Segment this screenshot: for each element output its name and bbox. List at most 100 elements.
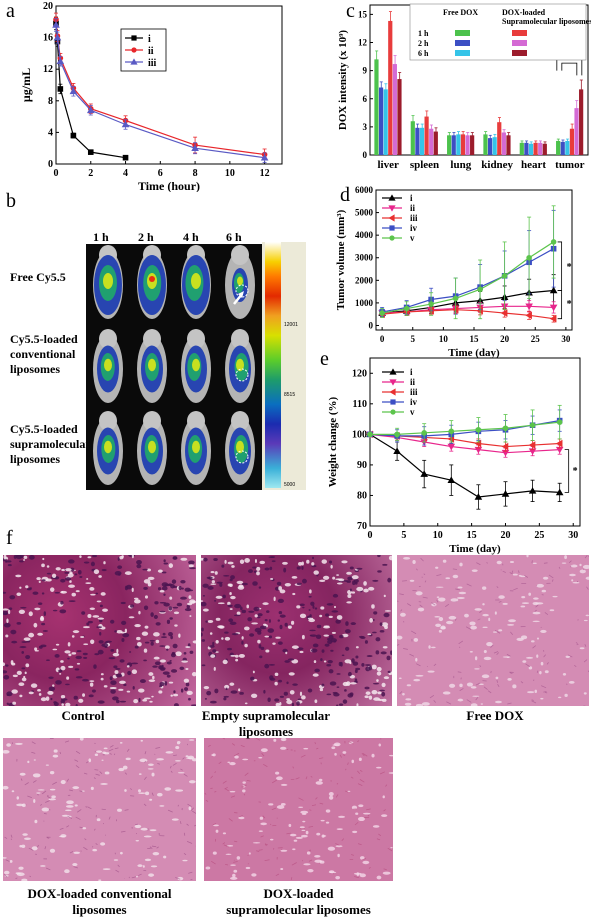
tissue-cell bbox=[231, 633, 239, 636]
tissue-cell bbox=[213, 666, 216, 671]
tissue-cell bbox=[225, 687, 228, 691]
tissue-cell bbox=[124, 571, 132, 575]
tissue-gap bbox=[359, 873, 366, 878]
tissue-cell bbox=[38, 693, 42, 696]
tissue-cell bbox=[170, 584, 175, 589]
tissue-cell bbox=[143, 697, 151, 700]
tissue-gap bbox=[352, 830, 358, 834]
tissue-cell bbox=[52, 684, 55, 687]
tissue-gap bbox=[280, 803, 286, 806]
tissue-cell bbox=[344, 629, 351, 634]
tissue-gap bbox=[381, 814, 388, 818]
tissue-cell bbox=[19, 694, 23, 698]
tissue-cell bbox=[269, 677, 276, 681]
tissue-cell bbox=[91, 689, 96, 693]
tissue-cell bbox=[97, 649, 104, 655]
tissue-gap bbox=[512, 684, 517, 689]
tissue-cell bbox=[154, 661, 161, 666]
tissue-gap bbox=[124, 789, 127, 792]
tissue-cell bbox=[306, 559, 310, 564]
tissue-gap bbox=[356, 872, 360, 877]
tissue-cell bbox=[250, 693, 258, 698]
tissue-cell bbox=[346, 601, 352, 604]
x-tick-label: 0 bbox=[380, 334, 385, 344]
y-tick-label: 20 bbox=[43, 1, 53, 12]
tissue-gap bbox=[205, 866, 211, 870]
tissue-cell bbox=[221, 637, 224, 640]
tissue-cell bbox=[159, 610, 166, 613]
tissue-cell bbox=[143, 579, 151, 584]
tissue-cell bbox=[174, 624, 178, 627]
tissue-gap bbox=[466, 682, 474, 687]
tissue-cell bbox=[40, 644, 47, 648]
tissue-cell bbox=[47, 690, 54, 695]
tissue-fiber bbox=[433, 663, 437, 667]
tissue-cell bbox=[351, 658, 355, 663]
bar bbox=[397, 79, 402, 155]
legend-row-label: 6 h bbox=[418, 49, 429, 58]
tissue-gap bbox=[534, 689, 537, 694]
tissue-cell bbox=[301, 634, 305, 640]
tissue-fiber bbox=[15, 877, 18, 880]
tissue-fiber bbox=[59, 751, 62, 755]
tissue-cell bbox=[170, 635, 173, 640]
color-scale-bar bbox=[265, 242, 281, 488]
tissue-gap bbox=[144, 858, 152, 862]
tissue-fiber bbox=[172, 762, 177, 766]
tissue-cell bbox=[138, 688, 145, 693]
bar bbox=[433, 131, 438, 155]
tissue-cell bbox=[181, 587, 184, 590]
tissue-cell bbox=[282, 648, 288, 653]
tissue-cell bbox=[12, 701, 17, 705]
tissue-gap bbox=[102, 751, 107, 754]
tissue-fiber bbox=[510, 631, 514, 635]
tissue-gap bbox=[301, 813, 307, 815]
tissue-cell bbox=[278, 610, 283, 615]
tissue-gap bbox=[480, 703, 484, 705]
tissue-cell bbox=[331, 631, 336, 634]
tissue-cell bbox=[21, 667, 26, 670]
tissue-cell bbox=[379, 629, 385, 633]
tissue-fiber bbox=[466, 699, 472, 703]
data-point bbox=[474, 493, 483, 500]
tissue-cell bbox=[336, 615, 343, 620]
tissue-fiber bbox=[212, 823, 217, 826]
tissue-cell bbox=[143, 586, 148, 590]
tissue-fiber bbox=[345, 768, 347, 771]
tissue-fiber bbox=[223, 844, 229, 848]
tissue-cell bbox=[333, 605, 337, 609]
tissue-fiber bbox=[84, 838, 87, 841]
tissue-cell bbox=[3, 670, 8, 674]
tissue-cell bbox=[160, 636, 167, 638]
tissue-cell bbox=[166, 674, 171, 678]
tissue-cell bbox=[263, 689, 266, 694]
tissue-cell bbox=[299, 613, 307, 619]
tissue-gap bbox=[561, 562, 567, 564]
tissue-gap bbox=[117, 808, 122, 812]
tissue-cell bbox=[3, 674, 10, 680]
tissue-cell bbox=[319, 579, 326, 582]
tissue-cell bbox=[349, 682, 357, 685]
category-label: lung bbox=[450, 159, 471, 171]
scale-label-min: 5000 bbox=[284, 482, 296, 488]
tissue-gap bbox=[258, 756, 263, 759]
tissue-fiber bbox=[445, 603, 450, 608]
tissue-cell bbox=[224, 636, 231, 641]
tissue-gap bbox=[435, 566, 439, 569]
tissue-cell bbox=[65, 683, 70, 686]
tissue-cell bbox=[85, 582, 92, 585]
tissue-cell bbox=[87, 613, 92, 618]
tissue-cell bbox=[333, 692, 340, 697]
legend-label: v bbox=[410, 407, 415, 417]
tissue-gap bbox=[252, 842, 261, 844]
tissue-cell bbox=[184, 687, 189, 691]
tissue-cell bbox=[53, 702, 59, 706]
data-point bbox=[476, 307, 483, 315]
tissue-cell bbox=[296, 566, 301, 570]
tissue-cell bbox=[188, 567, 196, 570]
tissue-cell bbox=[151, 695, 154, 698]
tissue-gap bbox=[305, 830, 309, 835]
tissue-gap bbox=[120, 851, 123, 855]
tissue-cell bbox=[10, 629, 17, 635]
x-axis-label: Time (hour) bbox=[138, 179, 200, 192]
